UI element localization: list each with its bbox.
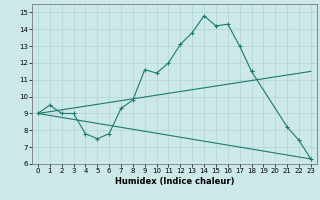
X-axis label: Humidex (Indice chaleur): Humidex (Indice chaleur) xyxy=(115,177,234,186)
